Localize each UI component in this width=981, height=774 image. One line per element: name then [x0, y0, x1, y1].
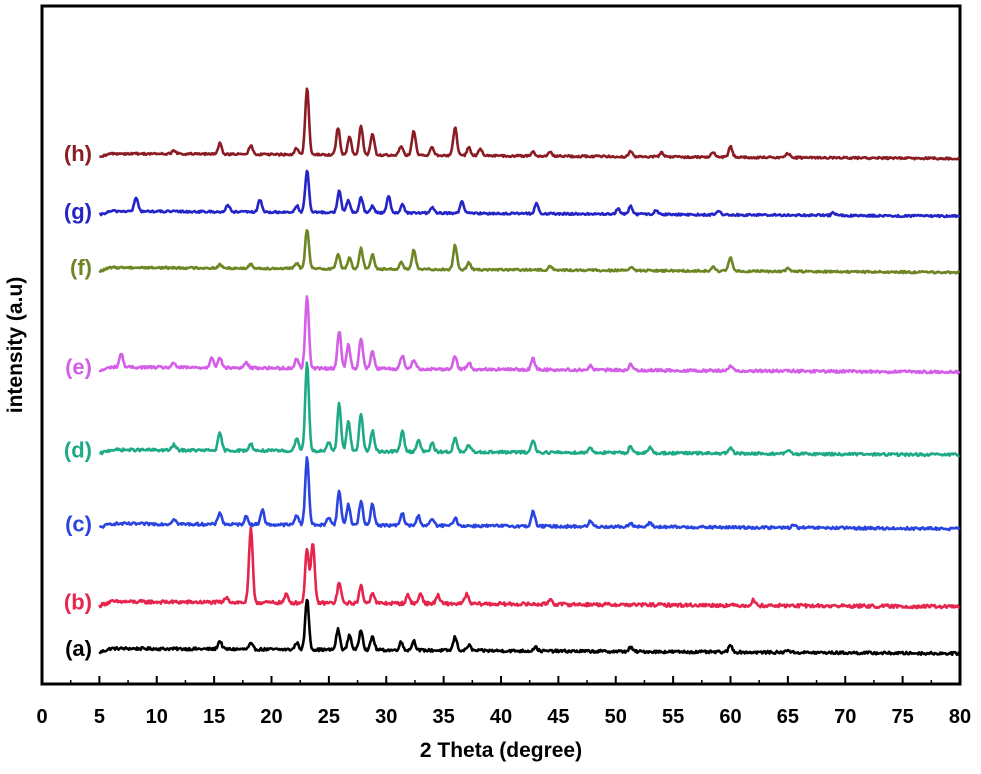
- series-line-d: [98, 361, 960, 458]
- series-label-b: (b): [64, 589, 92, 614]
- series-line-g: [98, 169, 961, 219]
- series-label-c: (c): [65, 511, 92, 536]
- series-line-e: [98, 295, 961, 375]
- x-tick-label: 75: [892, 706, 914, 728]
- y-axis-title: intensity (a.u): [4, 277, 27, 414]
- series-label-h: (h): [64, 141, 92, 166]
- series-line-h: [98, 87, 960, 161]
- series-label-e: (e): [65, 355, 92, 380]
- x-axis-ticks: 0 5 10 15 20 25 30 35 40 45 50 55 60 65 70 75 80: [36, 676, 971, 728]
- series-line-a: [98, 598, 961, 657]
- x-tick-label: 30: [375, 706, 397, 728]
- series-line-f: [98, 229, 960, 275]
- x-tick-label: 45: [547, 706, 569, 728]
- series-label-d: (d): [64, 437, 92, 462]
- x-tick-label: 0: [36, 706, 47, 728]
- series-line-b: [98, 526, 960, 610]
- x-tick-label: 55: [662, 706, 684, 728]
- series-line-c: [98, 456, 961, 532]
- x-axis-title: 2 Theta (degree): [420, 739, 582, 762]
- x-tick-label: 80: [949, 706, 971, 728]
- x-tick-label: 10: [146, 706, 168, 728]
- x-tick-label: 40: [490, 706, 512, 728]
- series-label-layer: (a) (b) (c) (d) (e) (f) (g) (h): [64, 141, 92, 661]
- x-tick-label: 70: [834, 706, 856, 728]
- series-label-a: (a): [65, 636, 92, 661]
- series-label-g: (g): [64, 199, 92, 224]
- x-tick-label: 65: [777, 706, 799, 728]
- x-tick-label: 35: [433, 706, 455, 728]
- plot-frame: [40, 4, 962, 686]
- x-tick-label: 60: [719, 706, 741, 728]
- x-tick-label: 15: [203, 706, 225, 728]
- x-tick-label: 50: [605, 706, 627, 728]
- series-label-f: (f): [70, 255, 92, 280]
- x-tick-label: 20: [260, 706, 282, 728]
- series-layer: [98, 87, 961, 657]
- x-tick-label: 25: [318, 706, 340, 728]
- x-tick-label: 5: [94, 706, 105, 728]
